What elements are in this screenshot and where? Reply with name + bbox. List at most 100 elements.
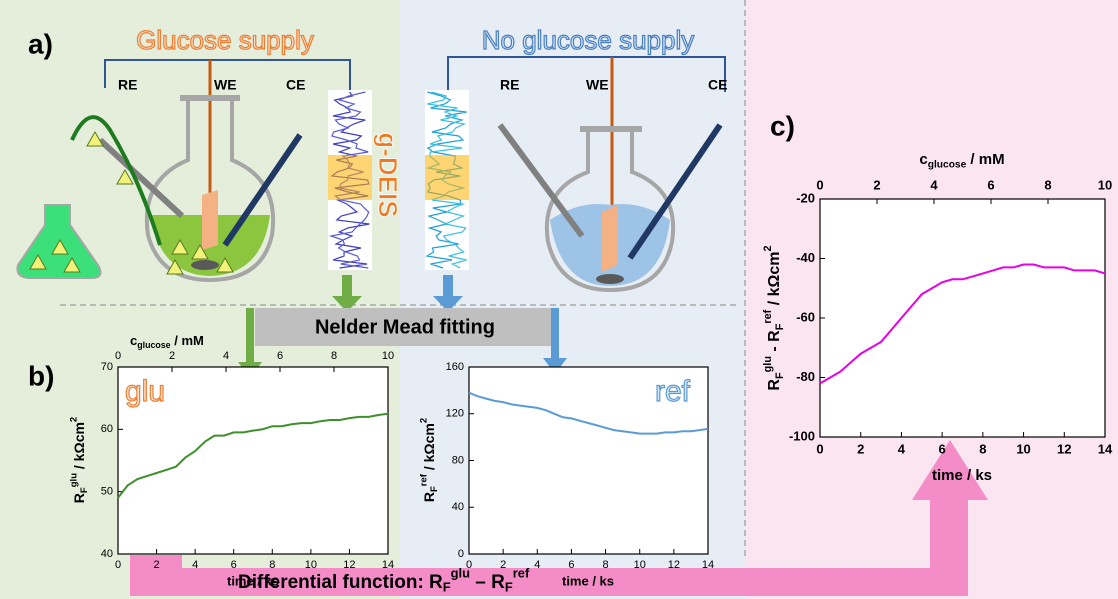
y-tick-label: -20 [796, 190, 815, 205]
signal-window [328, 155, 372, 200]
technique-label: g-DEIS [373, 132, 403, 217]
right-cell [447, 56, 726, 293]
section-title: Glucose supply [136, 25, 314, 55]
fitting-box [255, 308, 555, 346]
x-tick-label: 8 [603, 559, 609, 571]
inset-label: glu [125, 375, 165, 408]
label-part: R [421, 492, 437, 502]
label-part: c [919, 151, 927, 168]
x-tick-label: 10 [634, 559, 646, 571]
x-tick-label: 2 [154, 559, 160, 571]
electrode-label: WE [586, 77, 609, 93]
x2-tick-label: 8 [1044, 177, 1051, 192]
x2-tick-label: 10 [1098, 177, 1112, 192]
x-tick-label: 6 [568, 559, 574, 571]
x-tick-label: 10 [1016, 441, 1030, 456]
label-part: R [766, 379, 783, 391]
label-part: - R [766, 330, 783, 356]
label-part: F [774, 372, 786, 379]
y-tick-label: 70 [101, 361, 113, 373]
y-tick-label: -60 [796, 309, 815, 324]
label-part: / kΩcm [71, 422, 87, 473]
label-part: F [79, 487, 90, 493]
plot-area [819, 198, 1106, 438]
signal-window [425, 155, 469, 200]
x-tick-label: 14 [1098, 441, 1113, 456]
x2-tick-label: 0 [816, 177, 823, 192]
y-tick-label: -40 [796, 250, 815, 265]
data-line [117, 412, 389, 499]
rich-label: RFglu - RFref / kΩcm2 [762, 245, 786, 390]
label-part: / mM [171, 333, 204, 348]
x2-tick-label: 4 [930, 177, 938, 192]
label-part: F [443, 580, 451, 595]
y-tick-label: 60 [101, 423, 113, 435]
arrow [433, 275, 463, 312]
label-part: ref [762, 309, 774, 323]
plot-area [468, 366, 709, 555]
label-part: glu [762, 356, 774, 372]
label-part: glu [451, 566, 470, 581]
x-tick-label: 2 [500, 559, 506, 571]
y-tick-label: 0 [458, 548, 464, 560]
left-cell [16, 59, 351, 283]
x2-tick-label: 4 [223, 350, 229, 362]
label-part: / mM [966, 151, 1004, 168]
y-tick-label: 120 [446, 408, 464, 420]
label-part: 2 [762, 245, 774, 251]
x2-tick-label: 10 [382, 350, 394, 362]
data-line [468, 391, 709, 435]
rich-label: RFglu / kΩcm2 [68, 417, 90, 503]
label-part: ref [513, 566, 530, 581]
x-tick-label: 6 [939, 441, 946, 456]
y-tick-label: 40 [101, 548, 113, 560]
label-part: ref [418, 473, 429, 486]
electrode-label: CE [708, 77, 727, 93]
rich-label: Differential function: RFglu – RFref [238, 566, 530, 595]
x-tick-label: 0 [466, 559, 472, 571]
x-axis-label: time / ks [932, 467, 992, 484]
x-tick-label: 0 [816, 441, 823, 456]
x-tick-label: 10 [305, 559, 317, 571]
label-part: glucose [137, 340, 170, 350]
x-axis-label: time / ks [562, 573, 614, 588]
differential-arrow [130, 440, 988, 596]
x-tick-label: 4 [192, 559, 198, 571]
x-tick-label: 8 [979, 441, 986, 456]
arrow [332, 275, 362, 312]
electrode-label: CE [286, 77, 305, 93]
y-tick-label: 40 [452, 501, 464, 513]
panel-label: a) [28, 28, 53, 59]
label-part: 2 [68, 417, 79, 422]
arrow [238, 308, 262, 378]
y-tick-label: 80 [452, 454, 464, 466]
label-part: / kΩcm [766, 252, 783, 310]
plot-area [117, 366, 389, 555]
x-tick-label: 14 [702, 559, 714, 571]
y-tick-label: 50 [101, 486, 113, 498]
label-part: R [71, 493, 87, 503]
arrow [543, 308, 567, 374]
x-tick-label: 12 [343, 559, 355, 571]
electrode-label: RE [118, 77, 137, 93]
x2-tick-label: 6 [987, 177, 994, 192]
y-tick-label: -100 [789, 428, 815, 443]
section-title: No glucose supply [482, 25, 694, 55]
data-line [819, 263, 1106, 385]
rich-label: RFref / kΩcm2 [418, 418, 440, 502]
label-part: c [130, 333, 137, 348]
label-part: F [505, 580, 513, 595]
x2-tick-label: 8 [331, 350, 337, 362]
x2-tick-label: 6 [277, 350, 283, 362]
x-tick-label: 12 [668, 559, 680, 571]
label-part: F [429, 486, 440, 492]
x-tick-label: 0 [115, 559, 121, 571]
electrode-label: RE [500, 77, 519, 93]
label-part: 2 [418, 418, 429, 423]
x2-tick-label: 0 [115, 350, 121, 362]
x-tick-label: 8 [269, 559, 275, 571]
fitting-label: Nelder Mead fitting [315, 316, 495, 338]
x-tick-label: 4 [534, 559, 540, 571]
